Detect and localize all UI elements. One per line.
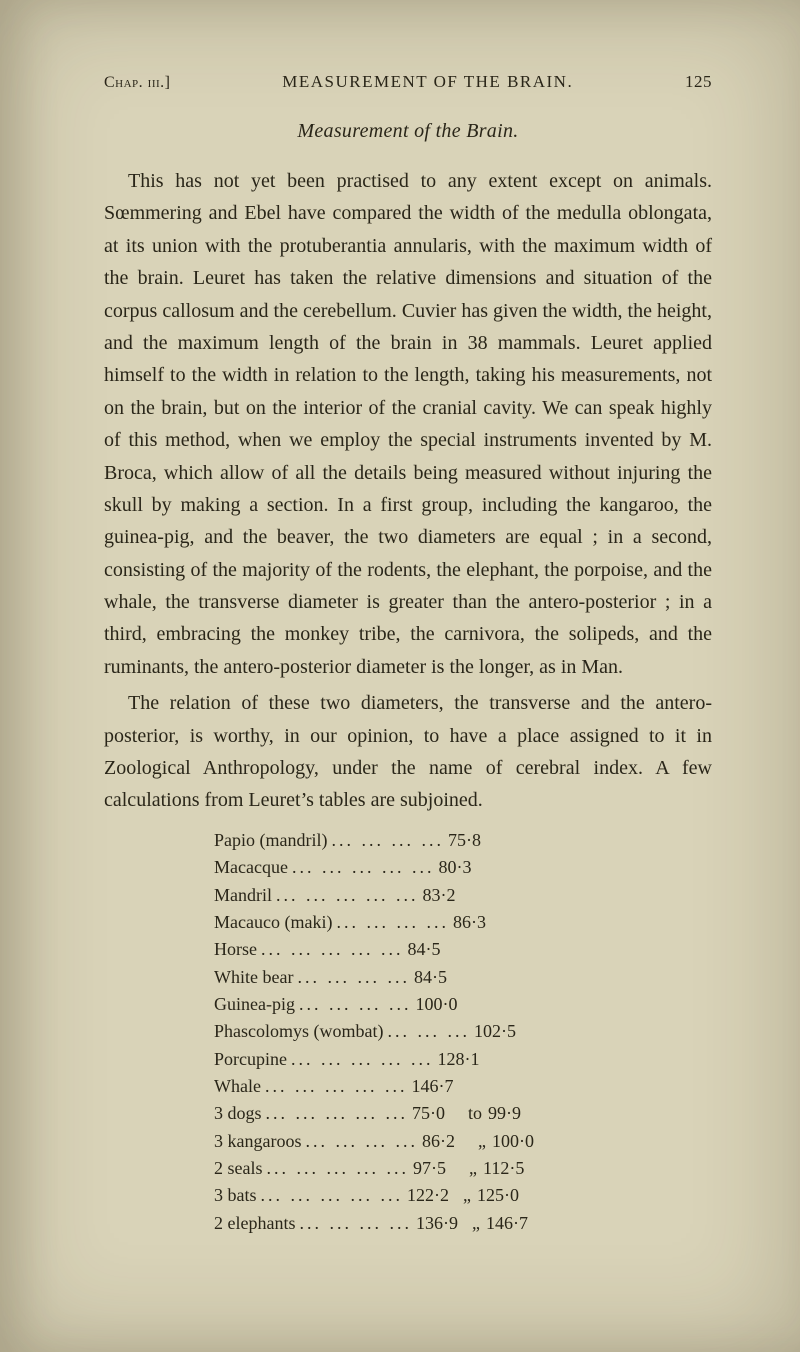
leader-dots: ... ... ... ... ... [287, 1046, 438, 1073]
row-label: Mandril [214, 882, 272, 909]
leader-dots: ... ... ... ... ... [262, 1100, 413, 1127]
leader-dots: ... ... ... ... [295, 1210, 416, 1237]
leader-dots: ... ... ... ... [301, 1128, 422, 1155]
leader-dots: ... ... ... ... ... [257, 1182, 408, 1209]
header-chapter: Chap. iii.] [104, 74, 171, 92]
body-paragraph-2: The relation of these two diameters, the… [104, 687, 712, 817]
row-label: Porcupine [214, 1046, 287, 1073]
leader-dots: ... ... ... ... [332, 909, 453, 936]
row-value: 84·5 [408, 936, 460, 963]
body-paragraph-1: This has not yet been practised to any e… [104, 165, 712, 683]
row-label: Guinea-pig [214, 991, 295, 1018]
row-value: 86·3 [453, 909, 505, 936]
row-label: Whale [214, 1073, 261, 1100]
leader-dots: ... ... ... ... ... [257, 936, 408, 963]
row-second-value: 100·0 [492, 1128, 544, 1155]
leader-dots: ... ... ... ... ... [261, 1073, 412, 1100]
row-second-value: 146·7 [486, 1210, 538, 1237]
row-label: White bear [214, 964, 293, 991]
leader-dots: ... ... ... ... ... [272, 882, 423, 909]
row-label: Papio (mandril) [214, 827, 327, 854]
row-value: 83·2 [423, 882, 475, 909]
table-row: Guinea-pig... ... ... ...100·0 [214, 991, 712, 1018]
table-row: 3 dogs... ... ... ... ...75·0to99·9 [214, 1100, 712, 1127]
leader-dots: ... ... ... ... ... [263, 1155, 414, 1182]
row-label: 2 seals [214, 1155, 263, 1182]
row-second-value: 125·0 [477, 1182, 529, 1209]
row-second-value: 99·9 [488, 1100, 540, 1127]
table-row: Macauco (maki)... ... ... ...86·3 [214, 909, 712, 936]
running-head: Chap. iii.] MEASUREMENT OF THE BRAIN. 12… [104, 72, 712, 92]
row-value: 75·8 [448, 827, 500, 854]
table-row: 3 bats... ... ... ... ...122·2„125·0 [214, 1182, 712, 1209]
leader-dots: ... ... ... ... [293, 964, 414, 991]
table-row: White bear... ... ... ...84·5 [214, 964, 712, 991]
row-value: 97·5 [413, 1155, 465, 1182]
row-value: 146·7 [411, 1073, 463, 1100]
leader-dots: ... ... ... ... [295, 991, 416, 1018]
leader-dots: ... ... ... ... ... [288, 854, 439, 881]
row-value: 86·2 [422, 1128, 474, 1155]
row-label: Macauco (maki) [214, 909, 332, 936]
row-value: 122·2 [407, 1182, 459, 1209]
row-label: 3 dogs [214, 1100, 262, 1127]
row-label: Macacque [214, 854, 288, 881]
measurement-table: Papio (mandril)... ... ... ...75·8Macacq… [214, 827, 712, 1237]
row-value: 128·1 [437, 1046, 489, 1073]
row-range-separator: „ [468, 1210, 486, 1237]
row-value: 136·9 [416, 1210, 468, 1237]
section-title: Measurement of the Brain. [104, 120, 712, 143]
table-row: Mandril... ... ... ... ...83·2 [214, 882, 712, 909]
leader-dots: ... ... ... ... [327, 827, 448, 854]
row-value: 100·0 [415, 991, 467, 1018]
row-range-separator: to [464, 1100, 488, 1127]
page-root: Chap. iii.] MEASUREMENT OF THE BRAIN. 12… [0, 0, 800, 1277]
table-row: Macacque... ... ... ... ...80·3 [214, 854, 712, 881]
table-row: 3 kangaroos... ... ... ...86·2„100·0 [214, 1128, 712, 1155]
row-label: 3 kangaroos [214, 1128, 301, 1155]
header-title: MEASUREMENT OF THE BRAIN. [171, 72, 686, 92]
table-row: 2 elephants... ... ... ...136·9„146·7 [214, 1210, 712, 1237]
row-label: Horse [214, 936, 257, 963]
row-range-separator: „ [474, 1128, 492, 1155]
leader-dots: ... ... ... [383, 1018, 474, 1045]
row-range-separator: „ [459, 1182, 477, 1209]
table-row: Whale... ... ... ... ...146·7 [214, 1073, 712, 1100]
table-row: Phascolomys (wombat)... ... ...102·5 [214, 1018, 712, 1045]
table-row: Porcupine... ... ... ... ...128·1 [214, 1046, 712, 1073]
row-value: 80·3 [438, 854, 490, 881]
row-second-value: 112·5 [483, 1155, 535, 1182]
row-label: 2 elephants [214, 1210, 295, 1237]
header-page-number: 125 [685, 72, 712, 92]
table-row: Papio (mandril)... ... ... ...75·8 [214, 827, 712, 854]
table-row: Horse... ... ... ... ...84·5 [214, 936, 712, 963]
row-label: 3 bats [214, 1182, 257, 1209]
row-value: 84·5 [414, 964, 466, 991]
row-label: Phascolomys (wombat) [214, 1018, 383, 1045]
row-value: 75·0 [412, 1100, 464, 1127]
row-range-separator: „ [465, 1155, 483, 1182]
table-row: 2 seals... ... ... ... ...97·5„112·5 [214, 1155, 712, 1182]
row-value: 102·5 [474, 1018, 526, 1045]
